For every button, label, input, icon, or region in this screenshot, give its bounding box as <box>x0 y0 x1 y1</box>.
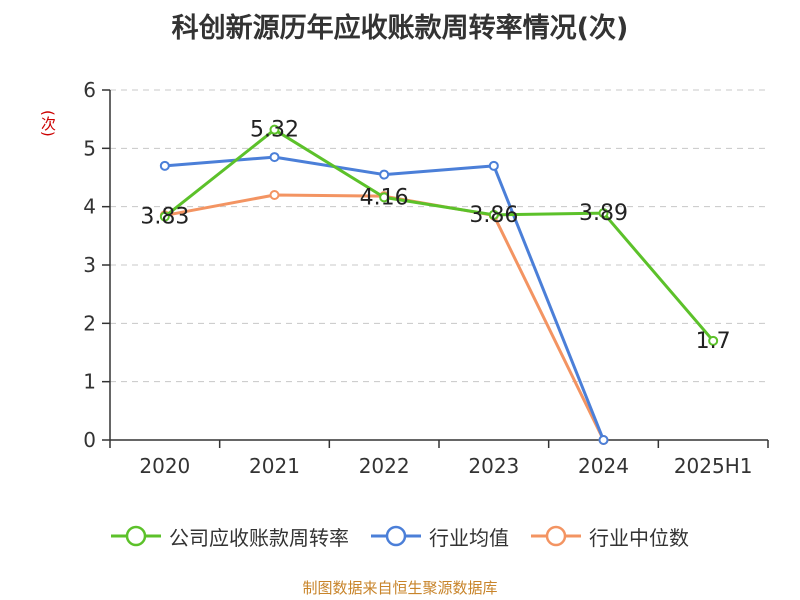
x-tick-label: 2024 <box>578 454 629 478</box>
legend-label: 公司应收账款周转率 <box>169 525 349 550</box>
data-label: 3.86 <box>469 203 518 228</box>
data-point <box>488 160 499 171</box>
y-tick-label: 0 <box>83 428 96 452</box>
x-tick-label: 2023 <box>468 454 519 478</box>
data-point <box>269 124 280 135</box>
data-label: 3.89 <box>579 201 628 226</box>
series-line <box>164 193 605 441</box>
y-tick-label: 6 <box>83 78 96 102</box>
legend-item[interactable]: 行业均值 <box>371 522 509 551</box>
legend-label: 行业中位数 <box>589 525 689 550</box>
legend-label: 行业均值 <box>429 525 509 550</box>
data-point <box>488 209 499 220</box>
y-tick-label: 1 <box>83 370 96 394</box>
data-point <box>598 435 609 445</box>
x-tick-label: 2020 <box>139 454 190 478</box>
x-tick-label: 2022 <box>359 454 410 478</box>
y-tick-label: 2 <box>83 311 96 335</box>
data-source-note: 制图数据来自恒生聚源数据库 <box>302 579 498 597</box>
data-label: 3.83 <box>140 205 189 230</box>
data-label: 5.32 <box>250 118 299 143</box>
data-point <box>269 190 280 200</box>
y-axis-unit-label: (次) <box>39 110 57 137</box>
x-tick-label: 2025H1 <box>674 454 753 478</box>
data-point <box>159 211 170 222</box>
chart-legend: 公司应收账款周转率 行业均值 行业中位数 <box>0 518 800 554</box>
legend-line-marker-icon <box>371 525 421 547</box>
legend-item[interactable]: 公司应收账款周转率 <box>111 522 349 551</box>
data-point <box>269 152 280 163</box>
data-label: 1.7 <box>696 329 731 354</box>
y-tick-label: 3 <box>83 253 96 277</box>
x-tick-label: 2021 <box>249 454 300 478</box>
legend-line-marker-icon <box>531 525 581 547</box>
data-point <box>159 160 170 171</box>
data-point <box>598 208 609 219</box>
y-tick-label: 4 <box>83 195 96 219</box>
data-point <box>379 192 390 203</box>
data-point <box>379 169 390 180</box>
legend-item[interactable]: 行业中位数 <box>531 522 689 551</box>
data-point <box>708 335 719 346</box>
legend-line-marker-icon <box>111 525 161 547</box>
series-line <box>163 128 715 342</box>
data-label: 4.16 <box>360 185 409 210</box>
chart-title: 科创新源历年应收账款周转率情况(次) <box>171 13 629 44</box>
y-tick-label: 5 <box>83 136 96 160</box>
